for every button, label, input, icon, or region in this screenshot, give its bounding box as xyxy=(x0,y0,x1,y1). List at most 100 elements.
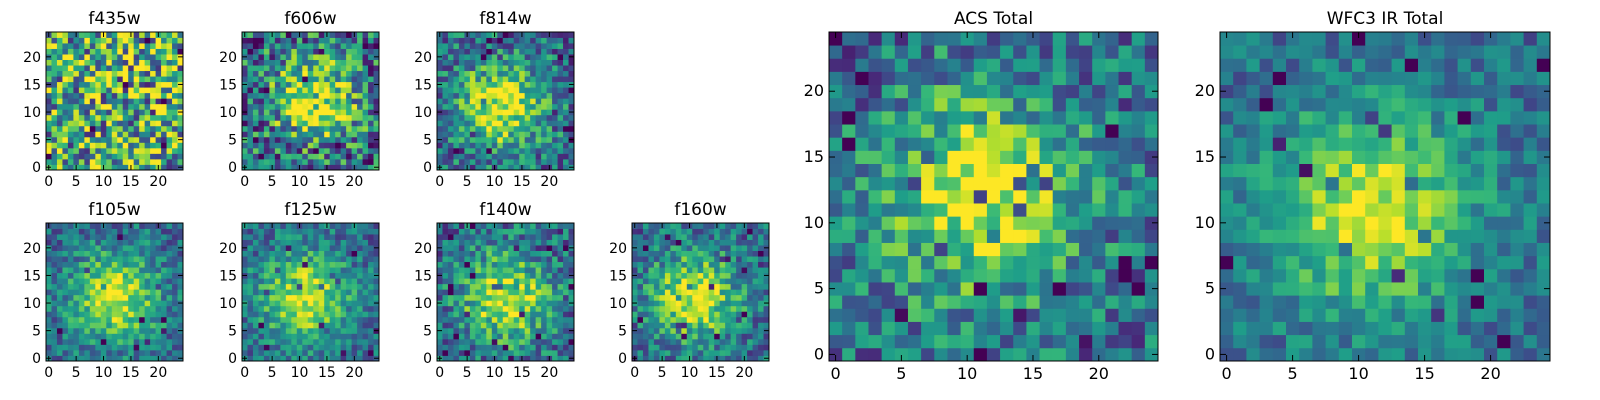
heatmap-cell xyxy=(346,349,352,356)
heatmap-cell xyxy=(513,283,520,290)
heatmap-cell xyxy=(368,272,374,279)
heatmap-cell xyxy=(247,109,254,116)
heatmap-cell xyxy=(346,283,352,290)
heatmap-cell xyxy=(1065,282,1080,296)
heatmap-cell xyxy=(62,355,69,362)
y-tick-label: 5 xyxy=(228,324,237,340)
heatmap-cell xyxy=(557,272,564,279)
heatmap-cell xyxy=(519,43,526,49)
heatmap-cell xyxy=(100,76,107,83)
heatmap-cell xyxy=(552,120,558,127)
heatmap-cell xyxy=(458,136,465,143)
heatmap-cell xyxy=(346,239,352,246)
heatmap-cell xyxy=(508,245,515,251)
heatmap-cell xyxy=(675,311,682,318)
heatmap-cell xyxy=(106,131,113,138)
heatmap-cell xyxy=(291,48,298,55)
heatmap-cell xyxy=(642,256,649,263)
heatmap-cell xyxy=(752,349,759,356)
heatmap-cell xyxy=(541,164,547,171)
heatmap-cell xyxy=(73,267,80,274)
heatmap-cell xyxy=(453,147,460,154)
heatmap-cell xyxy=(362,355,369,362)
heatmap-cell xyxy=(166,131,173,138)
heatmap-cell xyxy=(568,234,575,240)
heatmap-cell xyxy=(111,103,118,110)
heatmap-cell xyxy=(675,239,682,246)
heatmap-cell xyxy=(89,120,96,127)
heatmap-cell xyxy=(285,103,292,110)
heatmap-cell xyxy=(122,245,129,251)
heatmap-cell xyxy=(664,239,671,246)
heatmap-cell xyxy=(291,43,298,49)
heatmap-cell xyxy=(653,267,660,274)
heatmap-cell xyxy=(258,153,265,160)
heatmap-cell xyxy=(480,70,487,77)
heatmap-cell xyxy=(373,294,380,301)
heatmap-cell xyxy=(480,256,487,263)
heatmap-cell xyxy=(437,103,443,110)
heatmap-cell xyxy=(670,234,677,240)
heatmap-cell xyxy=(346,153,352,160)
heatmap-cell xyxy=(442,114,449,121)
heatmap-cell xyxy=(947,203,961,217)
heatmap-cell xyxy=(258,37,265,44)
heatmap-cell xyxy=(535,109,542,116)
heatmap-cell xyxy=(346,355,352,362)
heatmap-cell xyxy=(535,333,542,340)
heatmap-cell xyxy=(95,114,102,121)
heatmap-cell xyxy=(111,355,118,362)
heatmap-cell xyxy=(139,355,146,362)
heatmap-cell xyxy=(670,245,677,251)
heatmap-cell xyxy=(78,239,85,246)
heatmap-cell xyxy=(150,245,156,251)
heatmap-cell xyxy=(280,59,287,66)
heatmap-cell xyxy=(557,316,564,323)
heatmap-cell xyxy=(84,234,91,240)
heatmap-cell xyxy=(546,228,553,235)
heatmap-cell xyxy=(100,250,107,257)
heatmap-cell xyxy=(172,48,178,55)
heatmap-cell xyxy=(497,349,504,356)
heatmap-cell xyxy=(351,103,358,110)
heatmap-cell xyxy=(502,338,509,345)
heatmap-cell xyxy=(46,289,52,296)
heatmap-cell xyxy=(100,322,107,329)
heatmap-cell xyxy=(252,239,259,246)
heatmap-cell xyxy=(513,32,520,38)
heatmap-cell xyxy=(519,120,526,127)
heatmap-cell xyxy=(447,43,454,49)
heatmap-cell xyxy=(258,338,265,345)
heatmap-cell xyxy=(100,147,107,154)
heatmap-cell xyxy=(1144,308,1159,322)
heatmap-cell xyxy=(89,158,96,165)
heatmap-cell xyxy=(552,142,558,149)
heatmap-cell xyxy=(122,256,129,263)
heatmap-cell xyxy=(752,355,759,362)
heatmap-cell xyxy=(447,333,454,340)
heatmap-cell xyxy=(497,131,504,138)
heatmap-cell xyxy=(524,333,531,340)
heatmap-cell xyxy=(541,114,547,121)
heatmap-cell xyxy=(907,282,922,296)
heatmap-cell xyxy=(258,327,265,334)
heatmap-cell xyxy=(670,349,677,356)
heatmap-cell xyxy=(78,311,85,318)
heatmap-cell xyxy=(302,43,309,49)
heatmap-cell xyxy=(513,228,520,235)
heatmap-cell xyxy=(73,338,80,345)
heatmap-cell xyxy=(302,153,309,160)
heatmap-cell xyxy=(155,333,162,340)
heatmap-cell xyxy=(291,98,298,105)
heatmap-cell xyxy=(502,355,509,362)
heatmap-cell xyxy=(128,261,135,268)
heatmap-cell xyxy=(263,305,270,312)
heatmap-cell xyxy=(307,267,314,274)
heatmap-cell xyxy=(144,245,151,251)
heatmap-cell xyxy=(150,136,156,143)
heatmap-cell xyxy=(67,283,74,290)
heatmap-cell xyxy=(133,98,140,105)
heatmap-cell xyxy=(763,239,770,246)
heatmap-cell xyxy=(144,131,151,138)
heatmap-cell xyxy=(56,239,63,246)
